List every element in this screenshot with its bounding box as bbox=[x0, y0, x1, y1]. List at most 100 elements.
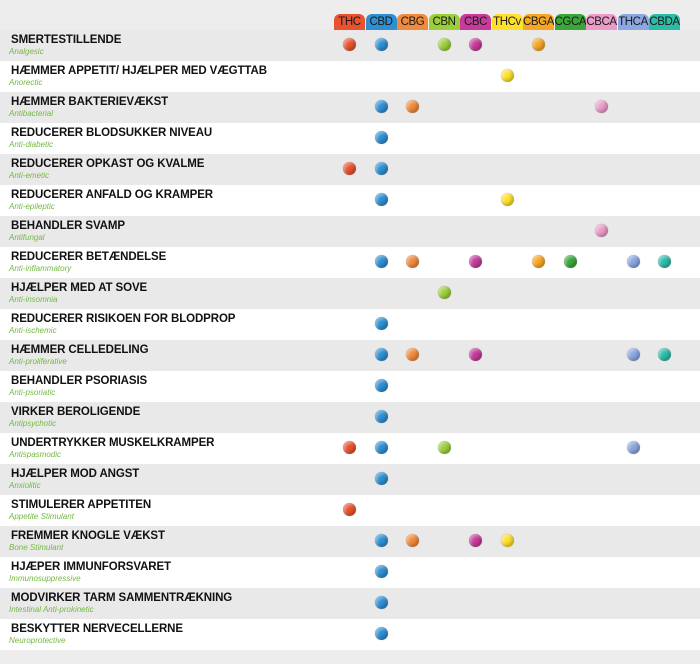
effect-row: MODVIRKER TARM SAMMENTRÆKNING Intestinal … bbox=[0, 588, 700, 619]
effect-subtitle: Appetite Stimulant bbox=[9, 512, 74, 521]
effect-row: REDUCERER BETÆNDELSE Anti-inflammatory bbox=[0, 247, 700, 278]
compound-dot-thca bbox=[626, 255, 640, 268]
compound-header: THC CBD CBG CBN CBC THCv CBGA CGCA CBCA THCA CBDA bbox=[0, 0, 700, 30]
effect-row: REDUCERER ANFALD OG KRAMPER Anti-epilepti… bbox=[0, 185, 700, 216]
effect-title: HÆMMER BAKTERIEVÆKST bbox=[11, 96, 169, 108]
effect-row: SMERTESTILLENDE Analgesic bbox=[0, 30, 700, 61]
effect-row: BESKYTTER NERVECELLERNE Neuroprotective bbox=[0, 619, 700, 650]
effect-subtitle: Anti-emetic bbox=[9, 171, 50, 180]
compound-dot-cbd bbox=[374, 38, 388, 51]
compound-dot-thca bbox=[626, 348, 640, 361]
compound-dot-thcv bbox=[500, 193, 514, 206]
compound-tab-cgca: CGCA bbox=[554, 14, 586, 30]
effect-row: BEHANDLER PSORIASIS Anti-psoriatic bbox=[0, 371, 700, 402]
compound-dot-cbd bbox=[374, 534, 388, 547]
effect-row: REDUCERER RISIKOEN FOR BLODPROP Anti-isch… bbox=[0, 309, 700, 340]
compound-dot-cbca bbox=[595, 224, 609, 237]
effect-subtitle: Analgesic bbox=[9, 47, 44, 56]
effect-title: HÆMMER APPETIT/ HJÆLPER MED VÆGTTAB bbox=[11, 65, 267, 77]
compound-dot-cbd bbox=[374, 162, 388, 175]
compound-tab-thc: THC bbox=[334, 14, 365, 30]
effect-title: REDUCERER BLODSUKKER NIVEAU bbox=[11, 127, 213, 139]
effect-row: FREMMER KNOGLE VÆKST Bone Stimulant bbox=[0, 526, 700, 557]
effect-subtitle: Anti-epileptic bbox=[9, 202, 55, 211]
compound-dot-cbg bbox=[406, 534, 420, 547]
effect-subtitle: Antipsychotic bbox=[9, 419, 57, 428]
compound-tab-thcv: THCv bbox=[491, 14, 523, 30]
effect-row: HJÆPER IMMUNFORSVARET Immunosuppressive bbox=[0, 557, 700, 588]
effect-subtitle: Antibacterial bbox=[9, 109, 54, 118]
effect-subtitle: Immunosuppressive bbox=[9, 574, 81, 583]
effect-row: REDUCERER BLODSUKKER NIVEAU Anti-diabetic bbox=[0, 123, 700, 154]
compound-dot-cbd bbox=[374, 348, 388, 361]
compound-dot-cbd bbox=[374, 379, 388, 392]
effect-row: HJÆLPER MED AT SOVE Anti-insomnia bbox=[0, 278, 700, 309]
effect-subtitle: Anti-proliferative bbox=[9, 357, 67, 366]
compound-dot-cbd bbox=[374, 472, 388, 485]
effect-row: UNDERTRYKKER MUSKELKRAMPER Antispasmodic bbox=[0, 433, 700, 464]
effect-title: HÆMMER CELLEDELING bbox=[11, 344, 149, 356]
compound-dot-cbd bbox=[374, 410, 388, 423]
effect-title: REDUCERER BETÆNDELSE bbox=[11, 251, 167, 263]
effect-title: REDUCERER OPKAST OG KVALME bbox=[11, 158, 205, 170]
effect-title: REDUCERER RISIKOEN FOR BLODPROP bbox=[11, 313, 236, 325]
compound-dot-cbc bbox=[469, 38, 483, 51]
compound-dot-cbg bbox=[406, 255, 420, 268]
compound-tab-thca: THCA bbox=[617, 14, 649, 30]
effect-subtitle: Neuroprotective bbox=[9, 636, 66, 645]
compound-dot-cbca bbox=[595, 100, 609, 113]
effect-subtitle: Anxiolitic bbox=[9, 481, 41, 490]
effect-title: MODVIRKER TARM SAMMENTRÆKNING bbox=[11, 592, 233, 604]
effect-subtitle: Anti-psoriatic bbox=[9, 388, 56, 397]
effect-title: BESKYTTER NERVECELLERNE bbox=[11, 623, 183, 635]
compound-tab-cbc: CBC bbox=[460, 14, 491, 30]
compound-dot-cbd bbox=[374, 627, 388, 640]
effect-title: FREMMER KNOGLE VÆKST bbox=[11, 530, 165, 542]
effect-subtitle: Anorectic bbox=[9, 78, 43, 87]
compound-dot-cbg bbox=[406, 100, 420, 113]
effect-title: REDUCERER ANFALD OG KRAMPER bbox=[11, 189, 213, 201]
compound-dot-thc bbox=[343, 503, 357, 516]
compound-tab-cbg: CBG bbox=[397, 14, 428, 30]
effect-row: VIRKER BEROLIGENDE Antipsychotic bbox=[0, 402, 700, 433]
effect-title: STIMULERER APPETITEN bbox=[11, 499, 152, 511]
compound-dot-cbn bbox=[437, 441, 451, 454]
compound-dot-cbda bbox=[658, 255, 672, 268]
compound-dot-cbga bbox=[532, 255, 546, 268]
compound-dot-cbd bbox=[374, 255, 388, 268]
compound-dot-thc bbox=[343, 162, 357, 175]
compound-tab-cbn: CBN bbox=[428, 14, 460, 30]
compound-dot-cbc bbox=[469, 348, 483, 361]
compound-dot-cbd bbox=[374, 441, 388, 454]
effect-subtitle: Anti-diabetic bbox=[9, 140, 54, 149]
effect-row: HÆMMER APPETIT/ HJÆLPER MED VÆGTTAB Anore… bbox=[0, 61, 700, 92]
effect-title: SMERTESTILLENDE bbox=[11, 34, 122, 46]
effect-subtitle: Intestinal Anti-prokinetic bbox=[9, 605, 94, 614]
compound-dot-thca bbox=[626, 441, 640, 454]
compound-tab-cbd: CBD bbox=[365, 14, 397, 30]
compound-tab-cbca: CBCA bbox=[586, 14, 617, 30]
effect-title: HJÆLPER MED AT SOVE bbox=[11, 282, 148, 294]
compound-dot-cbc bbox=[469, 255, 483, 268]
compound-dot-cbd bbox=[374, 565, 388, 578]
compound-dot-cbg bbox=[406, 348, 420, 361]
effect-row: REDUCERER OPKAST OG KVALME Anti-emetic bbox=[0, 154, 700, 185]
effect-subtitle: Bone Stimulant bbox=[9, 543, 64, 552]
compound-dot-thcv bbox=[500, 69, 514, 82]
effect-title: VIRKER BEROLIGENDE bbox=[11, 406, 141, 418]
compound-dot-cbc bbox=[469, 534, 483, 547]
compound-tab-cbga: CBGA bbox=[523, 14, 554, 30]
effect-title: BEHANDLER SVAMP bbox=[11, 220, 125, 232]
effect-subtitle: Anti-inflammatory bbox=[9, 264, 72, 273]
effect-subtitle: Anti-ischemic bbox=[9, 326, 57, 335]
effect-row: HÆMMER BAKTERIEVÆKST Antibacterial bbox=[0, 92, 700, 123]
compound-dot-cbga bbox=[532, 38, 546, 51]
compound-dot-cbn bbox=[437, 286, 451, 299]
compound-dot-thc bbox=[343, 38, 357, 51]
compound-dot-cbn bbox=[437, 38, 451, 51]
effect-title: UNDERTRYKKER MUSKELKRAMPER bbox=[11, 437, 215, 449]
compound-dot-cbd bbox=[374, 317, 388, 330]
compound-dot-cbd bbox=[374, 193, 388, 206]
compound-tab-cbda: CBDA bbox=[649, 14, 680, 30]
compound-dot-thc bbox=[343, 441, 357, 454]
